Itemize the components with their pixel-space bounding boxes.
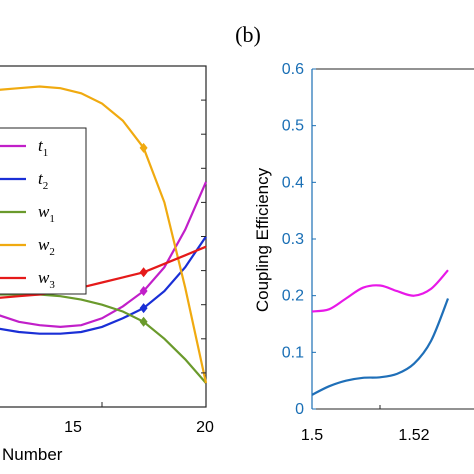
right-x-tick-label: 1.52 (398, 427, 429, 444)
right-plot-area (312, 69, 474, 409)
legend-subscript: 2 (43, 180, 49, 192)
legend-subscript: 2 (49, 246, 55, 258)
legend-subscript: 1 (49, 213, 55, 225)
coupling-series-line-1 (311, 298, 450, 396)
left-axis-ticks (101, 99, 207, 407)
legend-subscript: 3 (49, 279, 55, 291)
right-y-tick-label: 0.6 (282, 61, 304, 78)
series-line-w2 (0, 85, 208, 384)
right-series-lines (311, 269, 450, 396)
series-marker-w1 (139, 316, 148, 327)
right-y-tick-label: 0.3 (282, 231, 304, 248)
series-marker-t1 (139, 286, 148, 297)
right-y-tick-label: 0 (295, 401, 304, 418)
right-y-tick-label: 0.1 (282, 344, 304, 361)
right-x-tick-label: 1.5 (301, 427, 323, 444)
legend-label-t2: t2 (38, 169, 48, 192)
series-line-w3 (0, 245, 207, 299)
series-marker-t2 (139, 303, 148, 314)
series-line-t1 (0, 181, 208, 329)
right-y-tick-label: 0.5 (282, 118, 304, 135)
left-x-tick-label: 20 (196, 419, 214, 436)
right-y-tick-label: 0.2 (282, 288, 304, 305)
right-chart: 0 0.1 0.2 0.3 0.4 0.5 0.6 1.5 1.52 Coupling Ef… (253, 61, 474, 444)
right-y-tick-labels: 0 0.1 0.2 0.3 0.4 0.5 0.6 (282, 61, 304, 418)
right-y-tick-label: 0.4 (282, 174, 304, 191)
series-line-t2 (0, 235, 207, 335)
legend-subscript: 1 (43, 147, 49, 159)
left-x-tick-label: 15 (64, 419, 82, 436)
left-x-axis-label: Number (2, 445, 63, 464)
series-marker-w2 (139, 142, 148, 153)
panel-label: (b) (235, 22, 261, 47)
series-marker-w3 (139, 267, 148, 278)
left-series-lines (0, 85, 208, 384)
legend-label-t1: t1 (38, 136, 48, 159)
right-axis-ticks (312, 68, 381, 410)
right-y-axis-label: Coupling Efficiency (253, 167, 272, 312)
coupling-series-line-0 (311, 269, 449, 313)
